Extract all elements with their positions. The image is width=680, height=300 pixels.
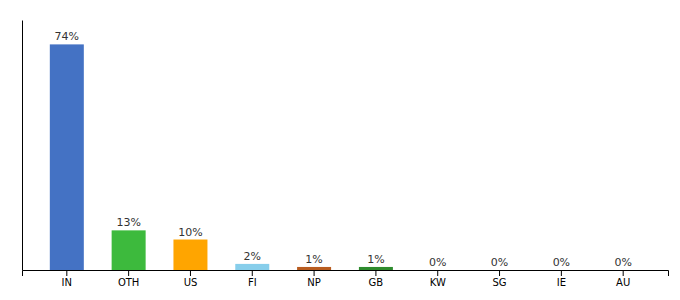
x-tick-label: IE	[557, 277, 566, 288]
x-tick-mark	[561, 270, 562, 276]
data-label: 1%	[305, 253, 322, 266]
bar	[297, 267, 331, 270]
x-tick-label: SG	[492, 277, 506, 288]
data-label: 0%	[429, 256, 446, 269]
x-tick-mark	[252, 270, 253, 276]
x-tick-mark	[128, 270, 129, 276]
x-tick-label: US	[184, 277, 198, 288]
x-tick: GB	[369, 270, 384, 288]
x-tick: NP	[307, 270, 321, 288]
x-tick-mark	[623, 270, 624, 276]
x-tick-label: AU	[616, 277, 630, 288]
data-label: 74%	[55, 30, 79, 43]
data-label: 0%	[491, 256, 508, 269]
data-label: 0%	[553, 256, 570, 269]
x-tick-label: FI	[248, 277, 257, 288]
data-label: 0%	[614, 256, 631, 269]
x-tick-label: KW	[430, 277, 446, 288]
x-tick: OTH	[118, 270, 139, 288]
bar	[112, 230, 146, 270]
y-axis-line	[22, 21, 23, 271]
x-axis-line	[23, 271, 669, 277]
chart: IN OTH US FI NP GB KW SG IE AU 74% 13% 10% 2% 1% 1% 0% 0%…	[0, 0, 680, 300]
x-axis: IN OTH US FI NP GB KW SG IE AU	[23, 270, 669, 288]
x-tick: KW	[430, 270, 446, 288]
x-tick: US	[184, 270, 198, 288]
bar	[235, 264, 269, 270]
x-tick-label: NP	[307, 277, 321, 288]
plot: IN OTH US FI NP GB KW SG IE AU 74% 13% 10% 2% 1% 1% 0% 0%…	[23, 21, 669, 289]
bar	[173, 240, 207, 270]
bar	[359, 267, 393, 270]
data-label: 2%	[244, 250, 261, 263]
y-axis	[22, 21, 23, 271]
bar	[544, 270, 578, 271]
x-tick-label: GB	[369, 277, 384, 288]
data-label: 1%	[367, 253, 384, 266]
x-tick-mark	[437, 270, 438, 276]
x-tick-label: IN	[62, 277, 72, 288]
x-tick: FI	[248, 270, 257, 288]
x-tick-mark	[375, 270, 376, 276]
x-tick-mark	[190, 270, 191, 276]
x-tick-mark	[66, 270, 67, 276]
x-tick-mark	[499, 270, 500, 276]
data-label: 13%	[116, 216, 140, 229]
bar	[50, 44, 84, 270]
x-tick: IE	[557, 270, 566, 288]
bar	[606, 270, 640, 271]
x-tick: IN	[62, 270, 72, 288]
x-tick-mark	[314, 270, 315, 276]
data-label: 10%	[178, 226, 202, 239]
bar	[483, 270, 517, 271]
data-labels: 74% 13% 10% 2% 1% 1% 0% 0% 0% 0%	[55, 30, 632, 269]
x-tick: AU	[616, 270, 630, 288]
x-tick: SG	[492, 270, 506, 288]
x-tick-label: OTH	[118, 277, 139, 288]
bars	[50, 44, 393, 270]
bar	[421, 270, 455, 271]
